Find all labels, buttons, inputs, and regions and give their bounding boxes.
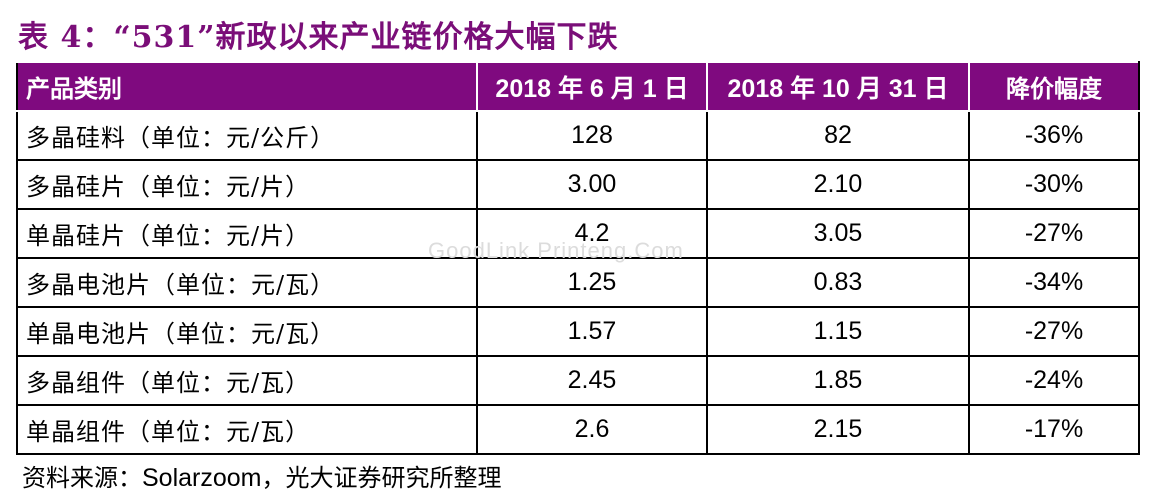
header-date-june: 2018 年 6 月 1 日 [476,61,708,112]
row-price-june: 2.6 [476,404,708,455]
row-category: 多晶组件（单位：元/瓦） [16,355,478,406]
header-category: 产品类别 [16,61,478,112]
table-row: 多晶组件（单位：元/瓦） 2.45 1.85 -24% [16,355,1140,406]
table-row: 多晶硅片（单位：元/片） 3.00 2.10 -30% [16,159,1140,210]
source-note: 资料来源：Solarzoom，光大证券研究所整理 [22,458,502,493]
row-price-october: 3.05 [706,208,970,259]
row-price-june: 2.45 [476,355,708,406]
row-price-drop: -24% [968,355,1140,406]
row-price-drop: -27% [968,208,1140,259]
row-price-june: 3.00 [476,159,708,210]
table-row: 多晶硅料（单位：元/公斤） 128 82 -36% [16,110,1140,161]
row-price-june: 4.2 [476,208,708,259]
row-price-october: 82 [706,110,970,161]
table-row: 单晶组件（单位：元/瓦） 2.6 2.15 -17% [16,404,1140,455]
row-price-drop: -34% [968,257,1140,308]
row-price-drop: -17% [968,404,1140,455]
row-category: 多晶电池片（单位：元/瓦） [16,257,478,308]
table-row: 多晶电池片（单位：元/瓦） 1.25 0.83 -34% [16,257,1140,308]
row-price-october: 2.10 [706,159,970,210]
row-price-drop: -36% [968,110,1140,161]
source-prefix: 资料来源： [22,464,142,492]
table-title: 表 4：“531”新政以来产业链价格大幅下跌 [18,20,619,55]
row-price-october: 1.15 [706,306,970,357]
row-price-october: 2.15 [706,404,970,455]
header-price-drop: 降价幅度 [968,61,1140,112]
row-price-drop: -27% [968,306,1140,357]
row-category: 单晶硅片（单位：元/片） [16,208,478,259]
source-suffix: ，光大证券研究所整理 [261,464,502,492]
row-price-june: 1.57 [476,306,708,357]
row-category: 单晶组件（单位：元/瓦） [16,404,478,455]
header-date-october: 2018 年 10 月 31 日 [706,61,970,112]
price-table-container: 产品类别 2018 年 6 月 1 日 2018 年 10 月 31 日 降价幅… [16,61,1140,455]
row-price-october: 0.83 [706,257,970,308]
source-name: Solarzoom [142,464,262,492]
row-price-october: 1.85 [706,355,970,406]
row-price-june: 1.25 [476,257,708,308]
price-table: 产品类别 2018 年 6 月 1 日 2018 年 10 月 31 日 降价幅… [16,61,1140,455]
row-price-drop: -30% [968,159,1140,210]
row-category: 多晶硅片（单位：元/片） [16,159,478,210]
table-row: 单晶电池片（单位：元/瓦） 1.57 1.15 -27% [16,306,1140,357]
row-category: 多晶硅料（单位：元/公斤） [16,110,478,161]
row-price-june: 128 [476,110,708,161]
table-header-row: 产品类别 2018 年 6 月 1 日 2018 年 10 月 31 日 降价幅… [16,61,1140,112]
row-category: 单晶电池片（单位：元/瓦） [16,306,478,357]
table-row: 单晶硅片（单位：元/片） 4.2 3.05 -27% [16,208,1140,259]
